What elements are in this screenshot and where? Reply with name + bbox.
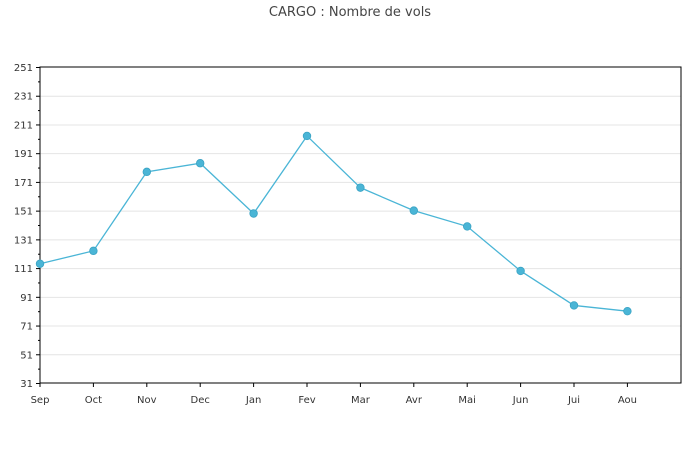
y-tick-label: 111: [14, 264, 33, 275]
y-tick-label: 71: [20, 322, 33, 333]
x-tick-label: Mar: [351, 395, 371, 406]
data-point: [409, 206, 418, 215]
y-tick-label: 231: [14, 92, 33, 103]
grid-lines: [40, 95, 681, 356]
data-point: [302, 131, 312, 141]
plot-area-frame: [39, 66, 682, 384]
series-line: [39, 134, 628, 312]
y-axis-tick-labels: 31 51 71 91 111 131 151 171 191 211 231 251: [14, 63, 33, 390]
y-tick-label: 251: [14, 63, 33, 74]
y-tick-label: 91: [20, 293, 33, 304]
data-point: [356, 183, 365, 192]
x-tick-label: Jun: [512, 395, 529, 406]
x-axis-tick-labels: Sep Oct Nov Dec Jan Fev Mar Avr Mai Jun Jui Aou: [31, 395, 637, 406]
y-tick-label: 51: [20, 350, 33, 361]
x-tick-label: Fev: [298, 395, 315, 406]
series-layer: [35, 131, 632, 316]
data-point: [569, 301, 579, 310]
x-tick-label: Oct: [85, 395, 102, 406]
x-tick-label: Dec: [191, 395, 210, 406]
x-tick-label: Aou: [618, 395, 637, 406]
data-point: [463, 222, 472, 231]
y-tick-label: 31: [20, 379, 33, 390]
data-point: [623, 306, 632, 316]
x-tick-label: Nov: [137, 395, 157, 406]
x-tick-label: Sep: [31, 395, 50, 406]
x-tick-label: Mai: [458, 395, 476, 406]
y-tick-label: 131: [14, 235, 33, 246]
y-tick-label: 151: [14, 207, 33, 218]
data-point: [89, 246, 98, 256]
chart-title: CARGO : Nombre de vols: [268, 5, 432, 20]
data-point: [142, 167, 151, 177]
x-tick-label: Jan: [245, 395, 261, 406]
y-tick-label: 211: [14, 120, 33, 131]
data-point: [249, 209, 258, 218]
x-tick-label: Avr: [406, 395, 423, 406]
data-point: [195, 159, 205, 168]
y-tick-label: 171: [14, 178, 33, 189]
axis-ticks: [36, 67, 628, 387]
data-point: [35, 259, 45, 268]
x-tick-label: Jui: [567, 395, 580, 406]
data-point: [516, 266, 525, 276]
y-tick-label: 191: [14, 149, 33, 160]
